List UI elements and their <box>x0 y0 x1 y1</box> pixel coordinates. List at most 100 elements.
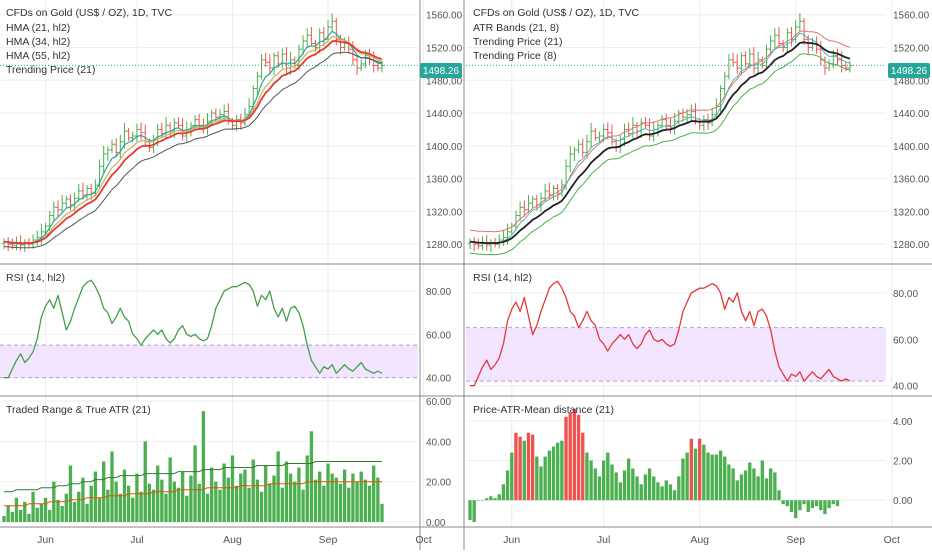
x-tick-label: Jun <box>503 534 520 546</box>
distance-bar <box>698 438 702 501</box>
traded-range-bar <box>160 479 164 522</box>
distance-bar <box>497 494 501 501</box>
traded-range-bar <box>31 491 35 522</box>
traded-range-bar <box>234 485 239 522</box>
traded-range-bar <box>189 475 193 522</box>
traded-range-bar <box>151 489 156 522</box>
traded-range-bar <box>218 489 222 522</box>
distance-bar <box>597 476 602 501</box>
distance-bar <box>652 476 656 501</box>
right-price-tag: 1498.26 <box>891 66 928 77</box>
trending-price-21-line <box>3 51 383 249</box>
traded-range-bar <box>172 481 176 522</box>
traded-range-bar <box>10 511 14 522</box>
traded-range-bar <box>239 473 243 522</box>
distance-bar <box>480 500 485 501</box>
right-price-tick-label: 1360.00 <box>893 175 930 186</box>
left-price-tick-label: 1480.00 <box>426 76 463 87</box>
distance-bar <box>752 468 756 501</box>
traded-range-bar <box>230 455 235 522</box>
traded-range-bar <box>131 497 135 522</box>
traded-range-bar <box>156 465 160 522</box>
left-price-tag: 1498.26 <box>423 66 460 77</box>
left-rsi-title: RSI (14, hl2) <box>6 272 65 284</box>
x-tick-label: Jun <box>37 534 54 546</box>
traded-range-bar <box>60 505 64 522</box>
right-main-title: CFDs on Gold (US$ / OZ), 1D, TVC <box>473 7 640 19</box>
distance-bar <box>510 452 514 501</box>
trending-price-8-line <box>469 32 851 245</box>
traded-range-bar <box>72 501 77 522</box>
left-rsi-tick-label: 60.00 <box>426 330 451 341</box>
distance-bar <box>489 496 493 501</box>
traded-range-bar <box>330 473 334 522</box>
left-legend-trend21: Trending Price (21) <box>6 64 95 76</box>
left-rsi-tick-label: 40.00 <box>426 374 451 385</box>
x-tick-label: Jul <box>597 534 610 546</box>
traded-range-bar <box>288 473 293 522</box>
distance-bar <box>677 476 681 501</box>
right-rsi-title: RSI (14, hl2) <box>473 272 532 284</box>
distance-bar <box>743 470 748 501</box>
traded-range-bar <box>126 485 131 522</box>
x-tick-label: Aug <box>690 534 709 546</box>
left-legend-hma34: HMA (34, hl2) <box>6 36 70 48</box>
distance-bar <box>810 500 815 509</box>
traded-range-bar <box>168 457 172 522</box>
distance-bar <box>472 500 476 523</box>
traded-range-bar <box>318 471 322 522</box>
traded-range-bar <box>185 495 189 522</box>
traded-range-bar <box>259 491 264 522</box>
left-atr-tick-label: 20.00 <box>426 478 451 489</box>
left-legend-hma21: HMA (21, hl2) <box>6 22 70 34</box>
distance-bar <box>526 432 531 501</box>
distance-bar <box>835 500 840 507</box>
rsi-band <box>466 327 886 382</box>
distance-bar <box>798 500 802 511</box>
traded-range-bar <box>102 461 106 522</box>
distance-bar <box>543 456 547 501</box>
right-price-tick-label: 1400.00 <box>893 142 930 153</box>
traded-range-bar <box>355 481 359 522</box>
traded-range-bar <box>313 479 318 522</box>
marks-layer <box>0 13 886 523</box>
distance-bar <box>585 452 589 501</box>
distance-bar <box>522 440 526 501</box>
traded-range-bar <box>106 489 110 522</box>
text-layer: CFDs on Gold (US$ / OZ), 1D, TVC HMA (21… <box>6 7 930 546</box>
traded-range-bar <box>293 481 297 522</box>
hma21-line <box>3 40 383 245</box>
distance-bar <box>668 484 673 501</box>
distance-bar <box>514 432 518 501</box>
traded-range-bar <box>110 451 114 522</box>
distance-bar <box>530 434 535 501</box>
distance-bar <box>485 498 489 501</box>
traded-range-bar <box>6 505 10 522</box>
distance-bar <box>831 500 835 505</box>
traded-range-bar <box>143 441 147 522</box>
distance-bar <box>723 456 727 501</box>
traded-range-bar <box>376 477 380 522</box>
traded-range-bar <box>297 467 301 522</box>
right-price-tick-label: 1320.00 <box>893 207 930 218</box>
traded-range-bar <box>97 497 102 522</box>
traded-range-bar <box>264 465 268 522</box>
traded-range-bar <box>301 489 305 522</box>
distance-bar <box>501 484 506 501</box>
right-distance-tick-label: 4.00 <box>893 417 913 428</box>
distance-bar <box>564 416 568 501</box>
distance-bar <box>710 454 714 501</box>
distance-bar <box>606 452 610 501</box>
left-price-tick-label: 1560.00 <box>426 11 463 22</box>
traded-range-bar <box>180 471 185 522</box>
distance-bar <box>656 482 660 501</box>
distance-bar <box>627 458 631 501</box>
distance-bar <box>505 470 510 501</box>
distance-bar <box>702 444 706 501</box>
distance-bar <box>814 500 819 507</box>
distance-bar <box>760 460 764 501</box>
distance-bar <box>773 472 777 501</box>
left-main-title: CFDs on Gold (US$ / OZ), 1D, TVC <box>6 7 173 19</box>
rsi-line <box>470 280 851 387</box>
